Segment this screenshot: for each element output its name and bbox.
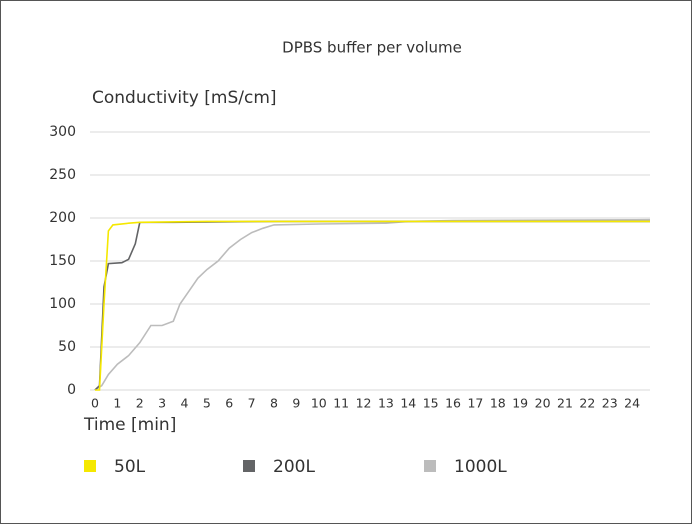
x-tick-label: 15 bbox=[423, 396, 439, 411]
y-tick-label: 0 bbox=[67, 382, 76, 398]
x-tick-label: 22 bbox=[579, 396, 595, 411]
x-tick-label: 23 bbox=[602, 396, 618, 411]
x-tick-label: 7 bbox=[248, 396, 256, 411]
y-tick-label: 100 bbox=[49, 296, 76, 312]
x-tick-label: 8 bbox=[270, 396, 278, 411]
y-tick-label: 150 bbox=[49, 253, 76, 269]
x-tick-label: 20 bbox=[535, 396, 551, 411]
legend-label: 200L bbox=[273, 457, 315, 477]
x-tick-label: 13 bbox=[378, 396, 394, 411]
x-tick-label: 0 bbox=[91, 396, 99, 411]
x-tick-label: 2 bbox=[136, 396, 144, 411]
series-line bbox=[95, 220, 650, 391]
x-tick-label: 19 bbox=[512, 396, 528, 411]
chart-title: DPBS buffer per volume bbox=[282, 39, 462, 57]
x-tick-label: 6 bbox=[225, 396, 233, 411]
y-tick-label: 200 bbox=[49, 210, 76, 226]
x-tick-label: 11 bbox=[333, 396, 349, 411]
y-tick-label: 300 bbox=[49, 124, 76, 140]
x-tick-label: 24 bbox=[624, 396, 640, 411]
x-tick-label: 4 bbox=[181, 396, 189, 411]
x-axis-label: Time [min] bbox=[83, 415, 176, 435]
legend-label: 1000L bbox=[454, 457, 507, 477]
legend-swatch bbox=[84, 460, 96, 472]
series-line bbox=[94, 218, 651, 391]
legend-label: 50L bbox=[114, 457, 146, 477]
x-tick-label: 9 bbox=[292, 396, 300, 411]
x-tick-label: 21 bbox=[557, 396, 573, 411]
x-tick-label: 5 bbox=[203, 396, 211, 411]
legend-swatch bbox=[424, 460, 436, 472]
legend-swatch bbox=[243, 460, 255, 472]
x-tick-label: 14 bbox=[400, 396, 416, 411]
x-tick-label: 1 bbox=[113, 396, 121, 411]
x-tick-label: 18 bbox=[490, 396, 506, 411]
x-tick-label: 17 bbox=[467, 396, 483, 411]
y-axis-label: Conductivity [mS/cm] bbox=[92, 88, 277, 108]
x-tick-label: 10 bbox=[311, 396, 327, 411]
y-tick-label: 250 bbox=[49, 167, 76, 183]
x-tick-label: 16 bbox=[445, 396, 461, 411]
y-tick-label: 50 bbox=[58, 339, 76, 355]
x-tick-label: 3 bbox=[158, 396, 166, 411]
x-tick-label: 12 bbox=[356, 396, 372, 411]
